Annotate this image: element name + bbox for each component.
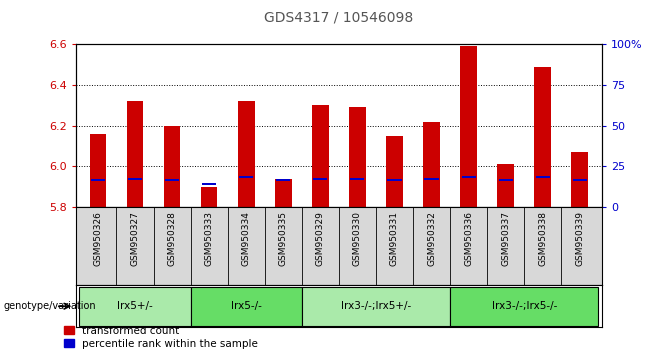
Text: GSM950328: GSM950328	[168, 211, 176, 266]
Bar	[191, 287, 302, 326]
Bar	[536, 176, 550, 178]
Bar	[572, 178, 587, 181]
Bar	[275, 178, 291, 207]
Text: lrx5+/-: lrx5+/-	[117, 301, 153, 311]
Bar	[534, 67, 551, 207]
Bar	[201, 187, 217, 207]
Text: GSM950338: GSM950338	[538, 211, 547, 266]
Bar	[349, 107, 366, 207]
Text: lrx5-/-: lrx5-/-	[231, 301, 262, 311]
Bar	[89, 134, 106, 207]
Bar	[424, 178, 439, 180]
Text: GSM950331: GSM950331	[390, 211, 399, 266]
Text: GSM950330: GSM950330	[353, 211, 362, 266]
Text: genotype/variation: genotype/variation	[3, 301, 96, 311]
Text: GSM950326: GSM950326	[93, 211, 103, 266]
Text: lrx3-/-;lrx5-/-: lrx3-/-;lrx5-/-	[492, 301, 557, 311]
Text: GSM950339: GSM950339	[575, 211, 584, 266]
Bar	[276, 179, 290, 181]
Bar	[499, 178, 513, 181]
Text: GSM950329: GSM950329	[316, 211, 325, 266]
Text: GDS4317 / 10546098: GDS4317 / 10546098	[265, 11, 413, 25]
Text: GSM950337: GSM950337	[501, 211, 510, 266]
Bar	[164, 126, 180, 207]
Bar	[302, 287, 450, 326]
Bar	[313, 178, 328, 180]
Bar	[80, 287, 191, 326]
Legend: transformed count, percentile rank within the sample: transformed count, percentile rank withi…	[64, 326, 258, 349]
Text: GSM950327: GSM950327	[130, 211, 139, 266]
Bar	[461, 176, 476, 178]
Bar	[165, 178, 179, 181]
Bar	[497, 164, 514, 207]
Bar	[450, 287, 598, 326]
Bar	[572, 152, 588, 207]
Text: GSM950335: GSM950335	[279, 211, 288, 266]
Bar	[202, 183, 216, 185]
Text: GSM950332: GSM950332	[427, 211, 436, 266]
Bar	[126, 101, 143, 207]
Text: GSM950334: GSM950334	[241, 211, 251, 266]
Bar	[239, 176, 253, 178]
Text: GSM950333: GSM950333	[205, 211, 214, 266]
Bar	[91, 178, 105, 181]
Text: GSM950336: GSM950336	[464, 211, 473, 266]
Bar	[128, 178, 142, 180]
Bar	[461, 46, 477, 207]
Bar	[388, 178, 401, 181]
Bar	[238, 101, 255, 207]
Bar	[312, 105, 329, 207]
Text: lrx3-/-;lrx5+/-: lrx3-/-;lrx5+/-	[341, 301, 411, 311]
Bar	[386, 136, 403, 207]
Bar	[423, 121, 440, 207]
Bar	[350, 178, 365, 180]
